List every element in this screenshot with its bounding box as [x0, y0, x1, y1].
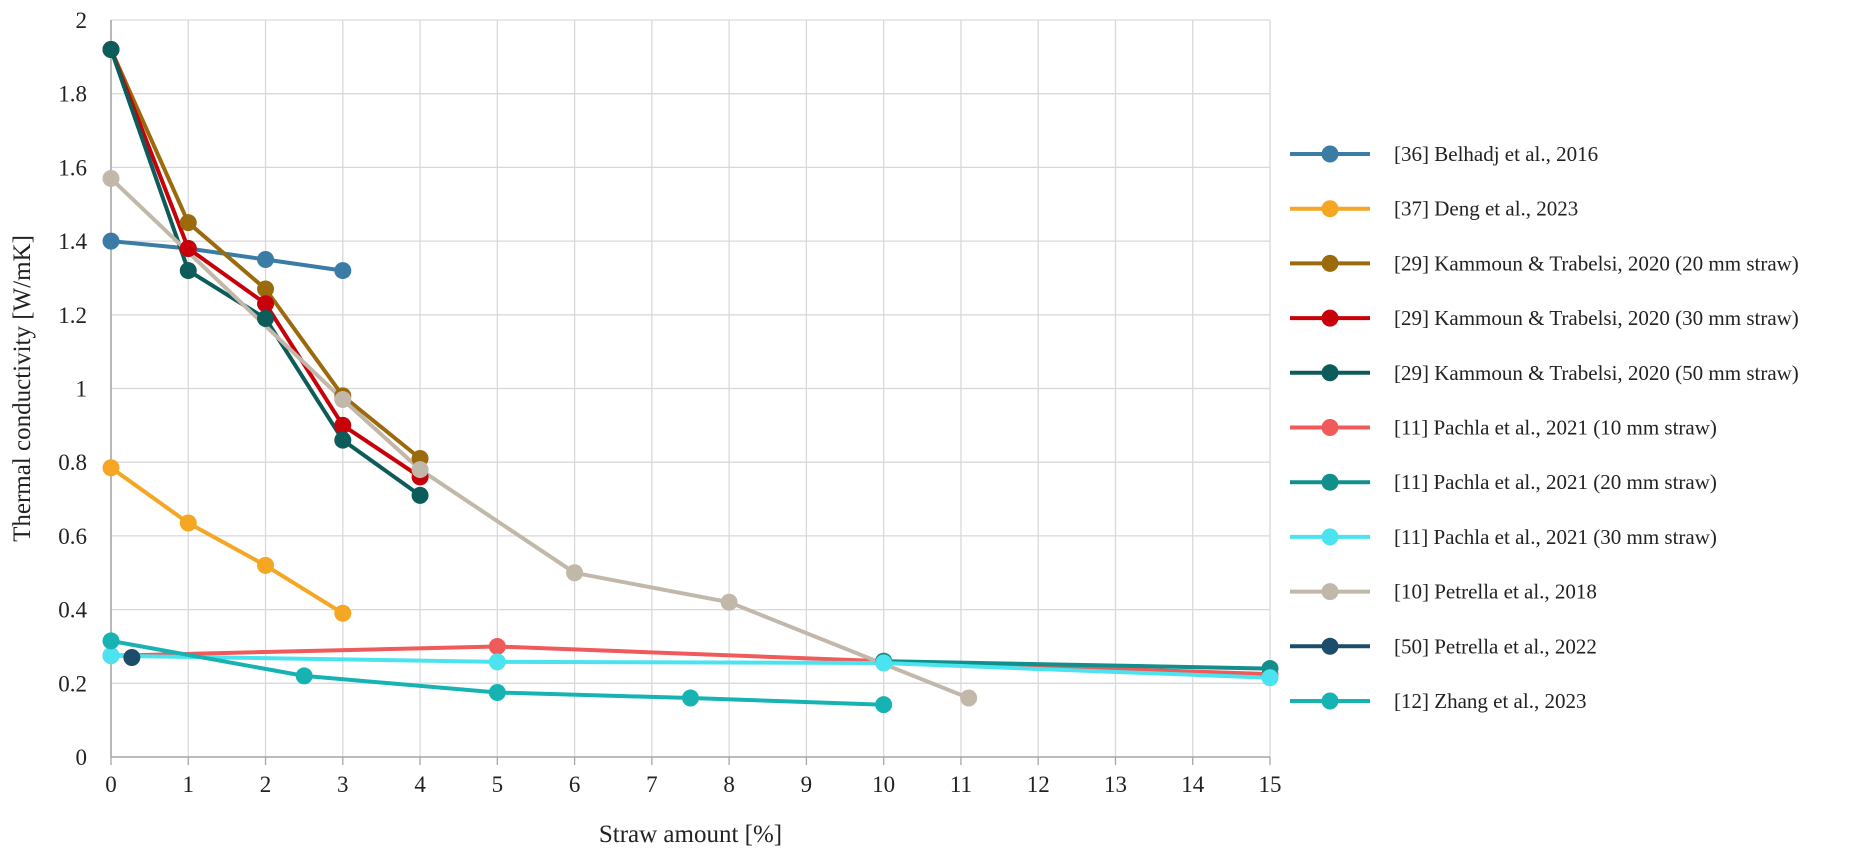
y-tick-label: 0.2 [58, 671, 87, 696]
data-point [102, 40, 120, 58]
series-line [109, 465, 345, 616]
data-points [102, 40, 1279, 714]
legend-label: [29] Kammoun & Trabelsi, 2020 (50 mm str… [1394, 361, 1799, 385]
axes: 0 1 2 3 4 5 6 7 8 9 10 11 12 13 14 1500.20.40.60.811.21… [58, 8, 1281, 797]
x-tick-label: 5 [492, 772, 504, 797]
data-point [488, 637, 506, 655]
legend-swatch-marker [1321, 528, 1339, 546]
x-tick-label: 1 [183, 772, 195, 797]
x-tick-label: 3 [337, 772, 349, 797]
legend-label: [29] Kammoun & Trabelsi, 2020 (30 mm str… [1394, 306, 1799, 330]
series-line [109, 176, 971, 700]
data-point [334, 431, 352, 449]
legend-swatch-marker [1321, 692, 1339, 710]
series-lines [109, 47, 1272, 707]
x-tick-label: 12 [1027, 772, 1050, 797]
data-point [334, 391, 352, 409]
legend-swatch-marker [1321, 637, 1339, 655]
data-point [102, 232, 120, 250]
data-point [334, 262, 352, 280]
legend-swatch-marker [1321, 364, 1339, 382]
legend-swatch-marker [1321, 583, 1339, 601]
data-point [257, 309, 275, 327]
data-point [257, 280, 275, 298]
x-tick-label: 8 [723, 772, 735, 797]
data-point [179, 214, 197, 232]
x-tick-label: 0 [105, 772, 117, 797]
legend-label: [11] Pachla et al., 2021 (10 mm straw) [1394, 416, 1717, 440]
legend-label: [12] Zhang et al., 2023 [1394, 689, 1586, 713]
data-point [257, 251, 275, 269]
legend-swatch-marker [1321, 254, 1339, 272]
y-axis-title: Thermal conductivity [W/mK] [9, 235, 36, 542]
x-tick-label: 2 [260, 772, 272, 797]
legend-swatch-marker [1321, 309, 1339, 327]
legend-swatch-marker [1321, 419, 1339, 436]
data-point [411, 461, 429, 479]
data-point [720, 593, 738, 611]
data-point [179, 239, 197, 257]
legend-label: [36] Belhadj et al., 2016 [1394, 142, 1598, 166]
legend-label: [50] Petrella et al., 2022 [1394, 634, 1597, 658]
legend-label: [10] Petrella et al., 2018 [1394, 580, 1597, 604]
x-tick-label: 10 [872, 772, 895, 797]
data-point [179, 514, 197, 532]
y-tick-label: 1.6 [58, 155, 87, 180]
x-tick-label: 11 [950, 772, 972, 797]
legend-swatch-marker [1321, 200, 1339, 218]
x-tick-label: 13 [1104, 772, 1127, 797]
legend-label: [11] Pachla et al., 2021 (20 mm straw) [1394, 470, 1717, 494]
y-tick-label: 1 [76, 377, 88, 402]
y-tick-label: 1.8 [58, 82, 87, 107]
legend-swatch-marker [1321, 473, 1339, 491]
y-tick-label: 1.4 [58, 229, 87, 254]
x-tick-label: 4 [414, 772, 426, 797]
x-axis-title: Straw amount [%] [599, 821, 782, 848]
legend: [36] Belhadj et al., 2016 [37] Deng et al… [1290, 142, 1799, 713]
data-point [257, 556, 275, 574]
data-point [411, 486, 429, 504]
x-tick-label: 9 [801, 772, 813, 797]
x-tick-label: 6 [569, 772, 581, 797]
data-point [960, 689, 978, 707]
data-point [102, 169, 120, 187]
y-tick-label: 0.4 [58, 598, 87, 623]
series-line [881, 659, 1272, 671]
y-tick-label: 1.2 [58, 303, 87, 328]
data-point [566, 564, 584, 582]
data-point [102, 647, 120, 665]
data-point [179, 262, 197, 280]
y-tick-label: 0.6 [58, 524, 87, 549]
x-tick-label: 15 [1259, 772, 1282, 797]
grid-lines [111, 19, 1271, 757]
data-point [102, 632, 120, 650]
x-tick-label: 14 [1181, 772, 1205, 797]
y-tick-label: 2 [76, 8, 88, 33]
data-point [488, 653, 506, 671]
data-point [488, 684, 506, 702]
data-point [334, 604, 352, 622]
legend-label: [29] Kammoun & Trabelsi, 2020 (20 mm str… [1394, 251, 1799, 275]
data-point [257, 295, 275, 313]
y-tick-label: 0 [76, 745, 88, 770]
y-tick-label: 0.8 [58, 450, 87, 475]
data-point [1261, 669, 1279, 687]
data-point [682, 689, 699, 707]
data-point [334, 416, 352, 434]
legend-label: [37] Deng et al., 2023 [1394, 197, 1578, 221]
legend-swatch-marker [1321, 145, 1339, 163]
legend-label: [11] Pachla et al., 2021 (30 mm straw) [1394, 525, 1717, 549]
x-tick-label: 7 [646, 772, 658, 797]
data-point [875, 696, 893, 714]
data-point [295, 667, 313, 685]
series-line [109, 644, 1272, 677]
data-point [102, 459, 120, 477]
series-line [109, 653, 1272, 680]
data-point [875, 654, 893, 672]
data-point [123, 649, 141, 667]
